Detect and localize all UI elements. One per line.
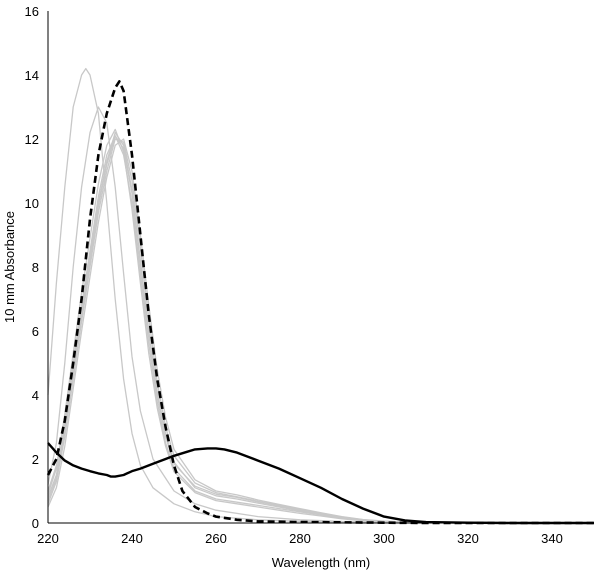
series-line-solid [47, 442, 594, 525]
x-tick-label: 220 [37, 531, 59, 546]
x-tick-label: 340 [541, 531, 563, 546]
y-tick-label: 16 [25, 4, 39, 19]
y-tick-label: 8 [32, 260, 39, 275]
x-axis-title: Wavelength (nm) [272, 555, 371, 570]
series-line-gray [47, 67, 594, 524]
y-tick-label: 12 [25, 132, 39, 147]
y-tick-label: 0 [32, 516, 39, 531]
y-tick-label: 14 [25, 68, 39, 83]
x-tick-label: 300 [373, 531, 395, 546]
x-tick-label: 280 [289, 531, 311, 546]
plot-lines [46, 67, 594, 525]
y-tick-label: 6 [32, 324, 39, 339]
x-tick-label: 240 [121, 531, 143, 546]
y-axis-title: 10 mm Absorbance [2, 211, 17, 323]
y-tick-label: 10 [25, 196, 39, 211]
x-tick-label: 260 [205, 531, 227, 546]
x-tick-labels: 220 240 260 280 300 320 340 [37, 531, 563, 546]
y-tick-labels: 0 2 4 6 8 10 12 14 16 [25, 4, 39, 531]
x-tick-label: 320 [457, 531, 479, 546]
y-tick-label: 2 [32, 452, 39, 467]
y-tick-label: 4 [32, 388, 39, 403]
axes [47, 11, 594, 524]
series-line-dashed [46, 80, 594, 525]
